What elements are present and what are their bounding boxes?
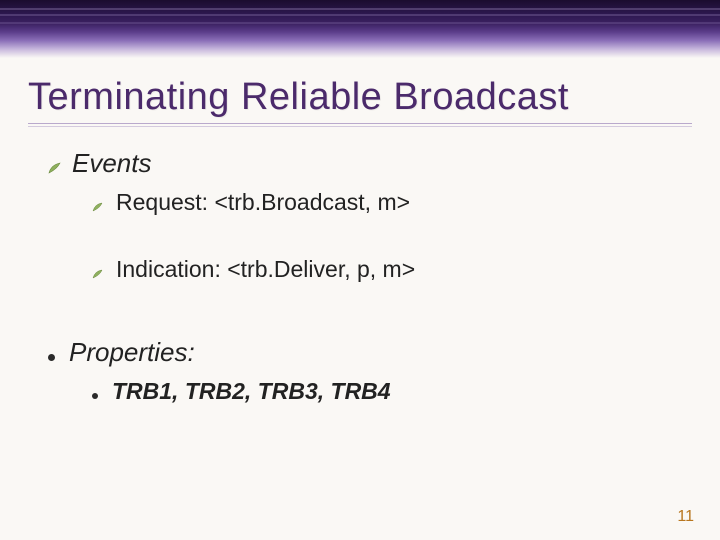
slide-top-banner [0,0,720,58]
leaf-bullet-icon [92,192,106,206]
bullet-properties-list: TRB1, TRB2, TRB3, TRB4 [92,378,692,405]
slide-content: Terminating Reliable Broadcast Events Re… [0,58,720,405]
bullet-properties-heading: Properties: [48,337,692,368]
leaf-bullet-icon [92,259,106,273]
page-number: 11 [677,508,694,526]
properties-list-text: TRB1, TRB2, TRB3, TRB4 [112,378,391,405]
request-text: Request: <trb.Broadcast, m> [116,189,410,216]
disc-bullet-icon [92,393,98,399]
properties-heading-text: Properties: [69,337,195,368]
disc-bullet-icon [48,354,55,361]
bullet-indication: Indication: <trb.Deliver, p, m> [92,256,692,283]
slide-title: Terminating Reliable Broadcast [28,76,692,119]
indication-text: Indication: <trb.Deliver, p, m> [116,256,415,283]
title-underline [28,123,692,126]
events-heading-text: Events [72,148,152,179]
leaf-bullet-icon [48,151,62,165]
bullet-request: Request: <trb.Broadcast, m> [92,189,692,216]
bullet-events-heading: Events [48,148,692,179]
